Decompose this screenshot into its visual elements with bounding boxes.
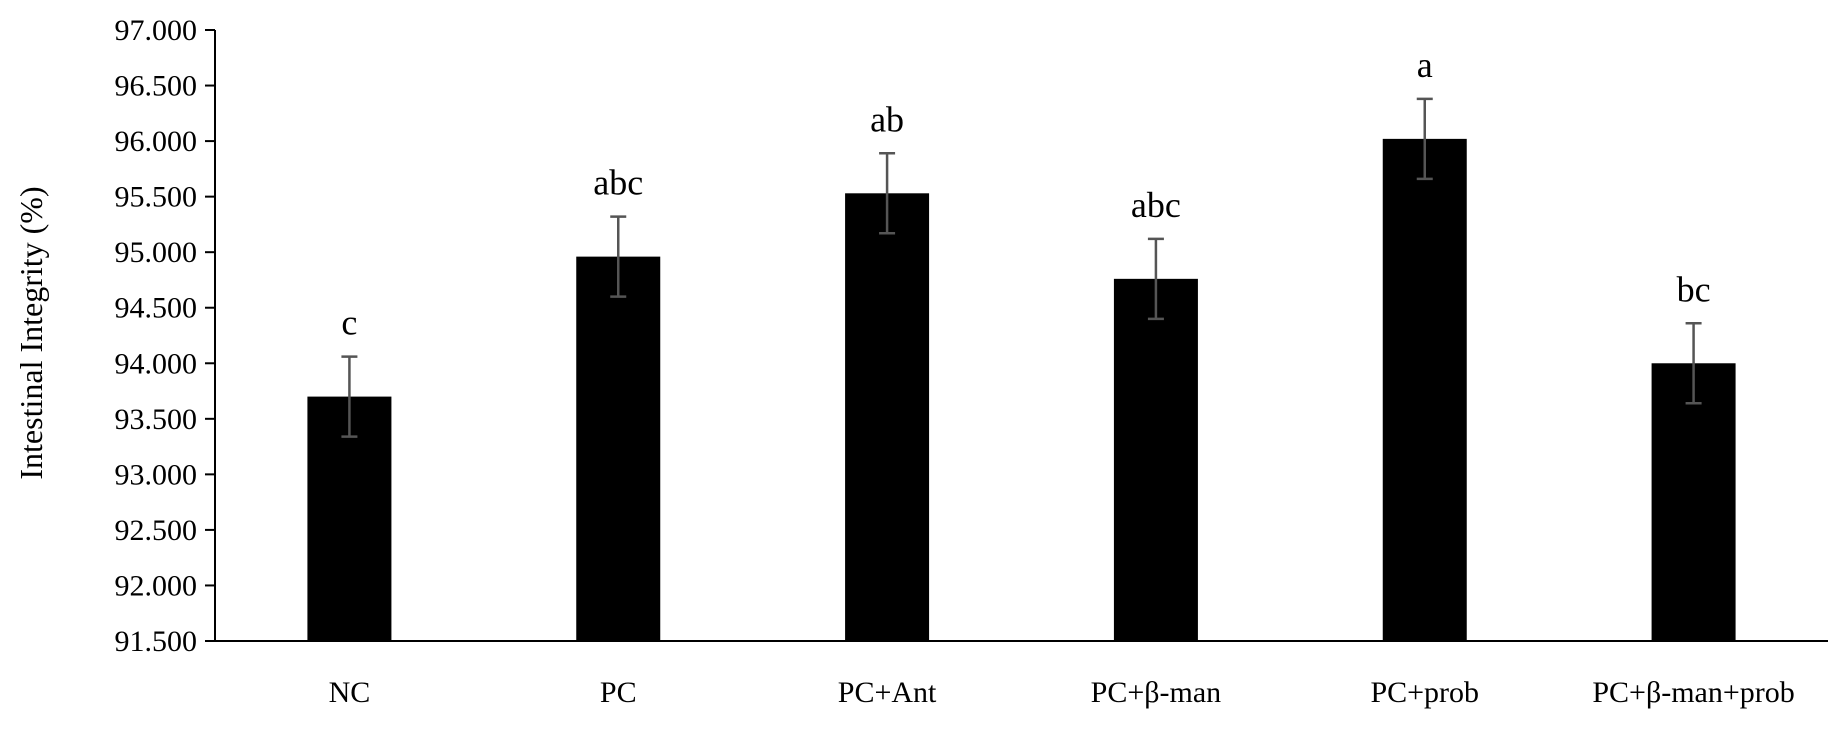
x-category-label: NC (329, 676, 371, 709)
bar (576, 256, 661, 641)
y-tick-label: 94.500 (115, 292, 198, 325)
bar (1382, 138, 1467, 642)
x-category-label: PC+β-man (1091, 676, 1222, 709)
y-tick-label: 95.000 (115, 236, 198, 269)
x-category-label: PC (600, 676, 637, 709)
data-label: c (341, 303, 357, 343)
error-bar (879, 152, 896, 235)
error-bar (610, 215, 627, 298)
bar (1113, 278, 1198, 641)
error-bar (1416, 97, 1433, 181)
y-tick-label: 94.000 (115, 347, 198, 380)
y-tick-label: 91.500 (115, 625, 198, 658)
error-bar (1685, 322, 1702, 405)
bar (1651, 363, 1736, 641)
y-tick-label: 96.000 (115, 125, 198, 158)
x-category-label: PC+Ant (838, 676, 937, 709)
x-category-label: PC+prob (1370, 676, 1479, 709)
data-label: ab (870, 99, 904, 139)
x-axis-labels: NC PC PC+Ant PC+β-man PC+prob PC+β-man+prob (329, 676, 1795, 709)
y-tick-label: 92.500 (115, 514, 198, 547)
error-bar (341, 355, 358, 438)
y-tick-label: 93.500 (115, 403, 198, 436)
x-category-label: PC+β-man+prob (1592, 676, 1794, 709)
error-bars-group (341, 97, 1702, 438)
y-axis-title: Intestinal Integrity (%) (13, 186, 49, 479)
y-tick-label: 96.500 (115, 70, 198, 103)
y-tick-label: 93.000 (115, 458, 198, 491)
y-tick-label: 95.500 (115, 181, 198, 214)
error-bar (1147, 237, 1164, 321)
y-axis-ticks: 91.500 92.000 92.500 93.000 93.500 94.000 94.5… (115, 14, 215, 658)
y-tick-label: 97.000 (115, 14, 198, 47)
data-label: abc (593, 163, 643, 203)
y-tick-label: 92.000 (115, 569, 198, 602)
data-label: a (1417, 45, 1433, 85)
data-label: abc (1131, 185, 1181, 225)
data-label: bc (1677, 269, 1711, 309)
bars-group (307, 138, 1736, 642)
bar (845, 193, 930, 641)
